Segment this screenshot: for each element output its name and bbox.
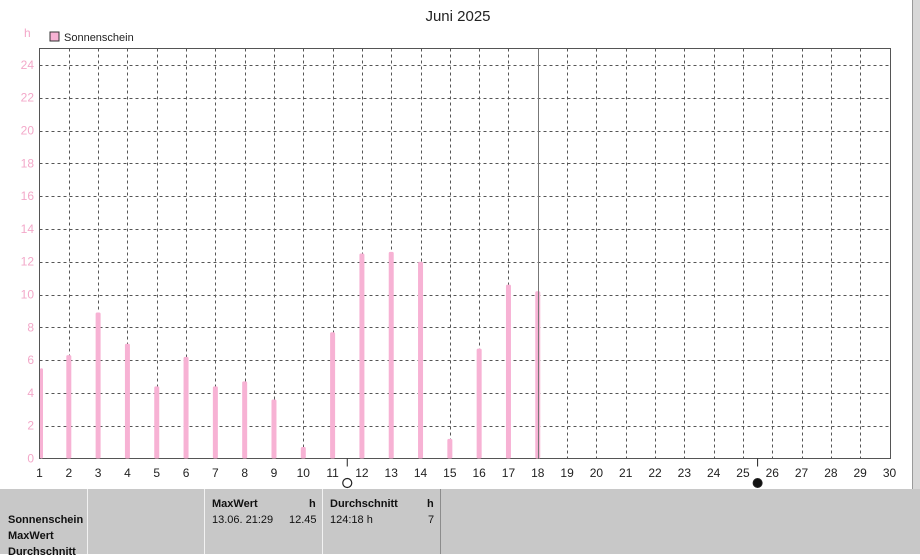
x-tick-label: 4 (124, 466, 131, 480)
maxwert-unit: h (309, 498, 316, 510)
bar (300, 447, 306, 459)
x-tick-label: 9 (271, 466, 278, 480)
panel-divider (204, 489, 205, 554)
x-tick-label: 21 (619, 466, 633, 480)
bar (476, 348, 482, 459)
row-label-durchschnitt: Durchschnitt (8, 546, 76, 558)
bar (271, 399, 277, 459)
panel-divider (440, 489, 441, 554)
panel-divider (87, 489, 88, 554)
row-label-maxwert: MaxWert (8, 530, 54, 542)
y-tick-label: 24 (21, 58, 35, 72)
bar (535, 291, 541, 459)
bar (124, 343, 130, 459)
x-tick-label: 22 (648, 466, 662, 480)
row-label-sonnenschein: Sonnenschein (8, 514, 84, 526)
bar (212, 386, 218, 459)
y-tick-label: 16 (21, 189, 35, 203)
y-axis-unit: h (24, 26, 31, 40)
x-tick-label: 8 (241, 466, 248, 480)
avg-header: Durchschnitt (330, 498, 398, 510)
window-edge (912, 0, 920, 489)
avg-sum: 124:18 h (330, 514, 373, 526)
x-tick-label: 23 (678, 466, 692, 480)
filled-circle-marker (752, 478, 763, 488)
chart-title: Juni 2025 (425, 8, 490, 25)
x-tick-label: 18 (531, 466, 545, 480)
x-tick-label: 17 (502, 466, 516, 480)
y-tick-label: 4 (27, 386, 34, 400)
y-tick-label: 22 (21, 91, 35, 105)
x-tick-label: 1 (36, 466, 43, 480)
x-tick-label: 19 (560, 466, 574, 480)
bar (418, 261, 424, 459)
x-tick-label: 14 (414, 466, 428, 480)
x-tick-label: 12 (355, 466, 369, 480)
y-tick-label: 6 (27, 353, 34, 367)
x-ticks: 1 2 3 4 5 6 7 8 9 10 11 12 13 14 15 16 17 18 19 20 21 22 23 24 2… (36, 466, 896, 480)
bar (505, 284, 511, 459)
x-tick-label: 24 (707, 466, 721, 480)
x-tick-label: 15 (443, 466, 457, 480)
open-circle-marker (342, 477, 353, 489)
maxwert-datetime: 13.06. 21:29 (212, 514, 274, 526)
x-tick-label: 25 (736, 466, 750, 480)
y-tick-label: 20 (21, 124, 35, 138)
y-tick-label: 0 (27, 452, 34, 466)
x-tick-label: 6 (183, 466, 190, 480)
sunshine-chart: Juni 2025 h Sonnenschein 024681012141618… (21, 8, 896, 489)
maxwert-header: MaxWert (212, 498, 258, 510)
legend: Sonnenschein (49, 31, 134, 44)
y-tick-label: 12 (21, 255, 35, 269)
y-tick-label: 14 (21, 222, 35, 236)
bar (183, 356, 189, 459)
panel-divider (322, 489, 323, 554)
y-tick-label: 10 (21, 288, 35, 302)
grid (39, 48, 891, 459)
bar (95, 312, 101, 459)
markers (342, 48, 763, 489)
bar (388, 251, 394, 459)
bar (40, 368, 43, 459)
bar (447, 438, 453, 459)
x-tick-label: 7 (212, 466, 219, 480)
x-tick-label: 30 (883, 466, 897, 480)
maxwert-value: 12.45 (289, 514, 317, 526)
avg-unit: h (427, 498, 434, 510)
x-tick-label: 11 (326, 466, 339, 480)
y-tick-label: 18 (21, 156, 35, 170)
x-tick-label: 29 (854, 466, 868, 480)
x-tick-label: 28 (824, 466, 838, 480)
y-tick-label: 2 (27, 419, 34, 433)
x-tick-label: 2 (65, 466, 72, 480)
y-tick-label: 8 (27, 320, 34, 334)
bars (40, 251, 541, 459)
avg-value: 7 (428, 514, 435, 526)
x-tick-label: 10 (297, 466, 311, 480)
x-tick-label: 20 (590, 466, 604, 480)
x-tick-label: 16 (472, 466, 486, 480)
legend-swatch (49, 31, 60, 42)
bar (154, 386, 160, 459)
bar (359, 253, 365, 459)
x-tick-label: 3 (95, 466, 102, 480)
stats-panel: Sonnenschein MaxWert Durchschnitt MaxWer… (0, 489, 920, 558)
bar (66, 355, 72, 459)
x-tick-label: 26 (766, 466, 780, 480)
bar (242, 381, 248, 459)
legend-label: Sonnenschein (64, 32, 134, 44)
x-tick-label: 13 (385, 466, 399, 480)
x-tick-label: 27 (795, 466, 809, 480)
bar (330, 332, 336, 459)
x-tick-label: 5 (153, 466, 160, 480)
plot-frame (39, 48, 891, 459)
